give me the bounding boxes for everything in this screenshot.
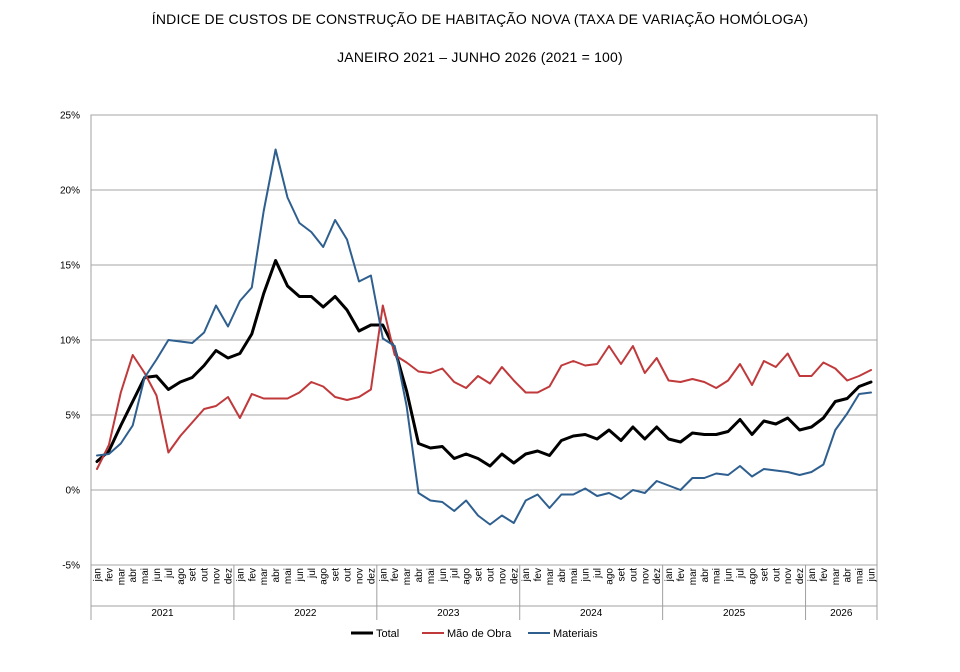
x-tick-label: mai: [712, 568, 723, 584]
x-tick-label: jul: [593, 568, 604, 579]
x-tick-label: nov: [354, 568, 365, 584]
x-tick-label: mar: [831, 567, 842, 585]
x-tick-label: jul: [736, 568, 747, 579]
y-tick-label: 25%: [60, 111, 80, 122]
legend-label: Mão de Obra: [447, 628, 512, 640]
y-tick-label: -5%: [62, 561, 80, 572]
x-year-label: 2022: [294, 608, 317, 619]
x-tick-label: ago: [319, 568, 330, 585]
x-tick-label: nov: [212, 568, 223, 584]
x-tick-label: jul: [450, 568, 461, 579]
x-tick-label: fev: [390, 568, 401, 581]
y-tick-label: 15%: [60, 261, 80, 272]
x-tick-label: mai: [855, 568, 866, 584]
x-tick-label: jan: [378, 568, 389, 582]
x-tick-label: fev: [247, 568, 258, 581]
x-tick-label: mai: [140, 568, 151, 584]
x-tick-label: out: [200, 568, 211, 582]
chart-title: ÍNDICE DE CUSTOS DE CONSTRUÇÃO DE HABITA…: [151, 11, 809, 27]
y-tick-label: 20%: [60, 186, 80, 197]
x-tick-label: set: [474, 568, 485, 582]
x-tick-label: fev: [104, 568, 115, 581]
x-tick-label: ago: [747, 568, 758, 585]
x-tick-label: dez: [652, 568, 663, 584]
x-tick-label: jul: [307, 568, 318, 579]
x-tick-label: out: [628, 568, 639, 582]
series-line: [96, 304, 872, 470]
y-tick-label: 10%: [60, 336, 80, 347]
y-tick-label: 5%: [66, 411, 81, 422]
x-year-label: 2026: [830, 608, 853, 619]
x-tick-label: nov: [783, 568, 794, 584]
legend-label: Total: [376, 628, 399, 640]
x-tick-label: mar: [545, 567, 556, 585]
x-tick-label: jun: [581, 568, 592, 582]
x-tick-label: jul: [164, 568, 175, 579]
x-tick-label: fev: [819, 568, 830, 581]
x-tick-label: ago: [605, 568, 616, 585]
x-tick-label: set: [616, 568, 627, 582]
x-tick-label: out: [771, 568, 782, 582]
x-tick-label: ago: [176, 568, 187, 585]
x-tick-label: dez: [509, 568, 520, 584]
x-tick-label: mai: [283, 568, 294, 584]
x-tick-label: jun: [724, 568, 735, 582]
x-tick-label: abr: [271, 567, 282, 582]
chart-subtitle: JANEIRO 2021 – JUNHO 2026 (2021 = 100): [337, 49, 623, 65]
x-tick-label: jun: [867, 568, 878, 582]
x-tick-label: mai: [426, 568, 437, 584]
x-year-label: 2021: [151, 608, 174, 619]
legend-label: Materiais: [553, 628, 598, 640]
x-tick-label: abr: [414, 567, 425, 582]
x-tick-label: abr: [700, 567, 711, 582]
x-tick-label: jan: [521, 568, 532, 582]
x-tick-label: jun: [295, 568, 306, 582]
x-tick-label: abr: [843, 567, 854, 582]
x-tick-label: dez: [223, 568, 234, 584]
x-tick-label: jan: [235, 568, 246, 582]
x-tick-label: ago: [462, 568, 473, 585]
x-tick-label: jun: [152, 568, 163, 582]
x-tick-label: fev: [676, 568, 687, 581]
x-tick-label: mar: [259, 567, 270, 585]
x-tick-label: abr: [557, 567, 568, 582]
x-tick-label: mar: [688, 567, 699, 585]
x-tick-label: jun: [438, 568, 449, 582]
x-tick-label: out: [485, 568, 496, 582]
x-tick-label: nov: [497, 568, 508, 584]
x-tick-label: dez: [795, 568, 806, 584]
x-tick-label: jan: [664, 568, 675, 582]
x-tick-label: fev: [533, 568, 544, 581]
x-tick-label: set: [188, 568, 199, 582]
x-tick-label: dez: [366, 568, 377, 584]
x-year-label: 2024: [580, 608, 603, 619]
x-tick-label: jan: [92, 568, 103, 582]
x-tick-label: out: [343, 568, 354, 582]
x-tick-label: abr: [128, 567, 139, 582]
x-tick-label: set: [331, 568, 342, 582]
x-year-label: 2025: [723, 608, 746, 619]
x-tick-label: mar: [116, 567, 127, 585]
x-tick-label: mai: [569, 568, 580, 584]
x-tick-label: nov: [640, 568, 651, 584]
x-tick-label: set: [759, 568, 770, 582]
x-tick-label: jan: [807, 568, 818, 582]
y-tick-label: 0%: [66, 486, 81, 497]
series-line: [96, 148, 872, 526]
series-line: [95, 259, 873, 468]
x-year-label: 2023: [437, 608, 460, 619]
x-tick-label: mar: [402, 567, 413, 585]
